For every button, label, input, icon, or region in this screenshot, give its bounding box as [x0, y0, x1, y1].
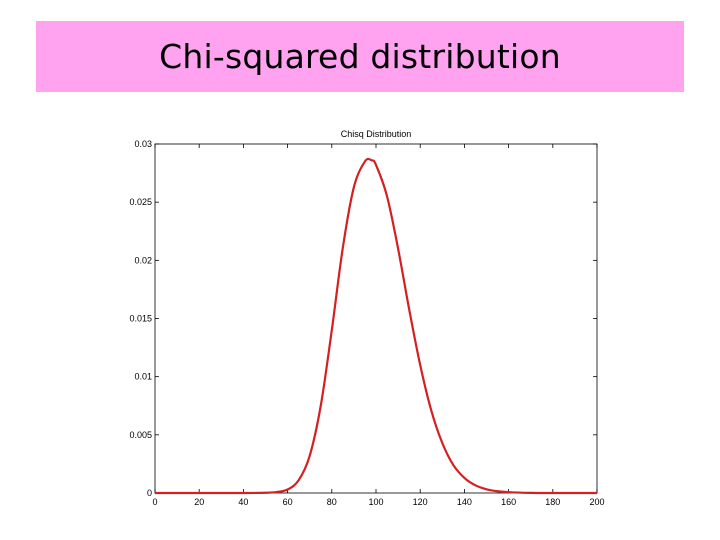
x-tick-label: 120 [413, 497, 428, 507]
title-banner: Chi-squared distribution [36, 21, 684, 92]
plot-frame [154, 143, 598, 494]
slide-title: Chi-squared distribution [159, 37, 561, 76]
x-tick-label: 0 [152, 497, 157, 507]
chisq-density-line [154, 157, 597, 495]
axis-ticks: 0 20 40 60 80 100 120 140 160 180 200 0 0.005 0.01 0.0… [129, 139, 604, 507]
x-tick-label: 140 [457, 497, 472, 507]
chart-title: Chisq Distribution [341, 129, 412, 139]
x-tick-label: 100 [368, 497, 383, 507]
y-tick-label: 0.02 [134, 255, 152, 265]
y-tick-label: 0.005 [129, 430, 152, 440]
x-tick-label: 20 [194, 497, 204, 507]
y-tick-label: 0.03 [134, 139, 152, 149]
x-tick-label: 60 [283, 497, 293, 507]
y-tick-label: 0.025 [129, 197, 152, 207]
y-tick-label: 0.015 [129, 314, 152, 324]
x-tick-label: 40 [238, 497, 248, 507]
x-tick-label: 200 [589, 497, 604, 507]
x-tick-label: 180 [545, 497, 560, 507]
x-tick-label: 80 [327, 497, 337, 507]
x-tick-label: 160 [501, 497, 516, 507]
y-tick-label: 0.01 [134, 372, 152, 382]
series-layer [154, 157, 597, 495]
y-tick-label: 0 [147, 488, 152, 498]
